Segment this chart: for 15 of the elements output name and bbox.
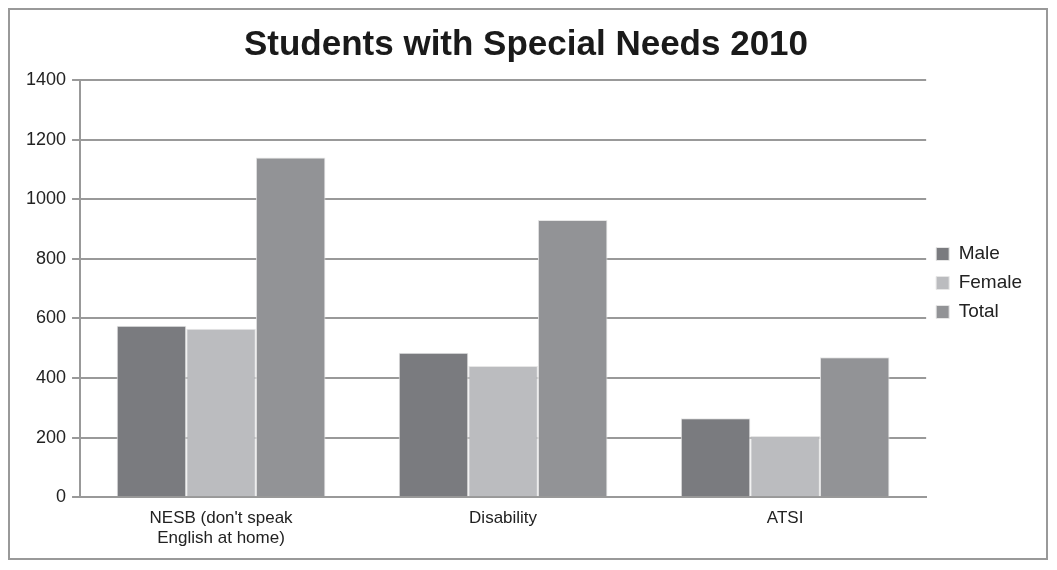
legend-label: Female (958, 271, 1022, 293)
legend-label: Total (958, 300, 999, 322)
x-tick-label: ATSI (766, 508, 804, 528)
y-tick-label: 1000 (26, 188, 67, 209)
x-tick-label: Disability (469, 508, 538, 528)
y-tick-label: 400 (36, 366, 67, 387)
y-tick-label: 1200 (26, 128, 67, 149)
x-tick-label: NESB (don't speak English at home) (149, 508, 294, 548)
legend-label: Male (958, 242, 1000, 264)
y-tick-label: 800 (36, 247, 67, 268)
y-tick-label: 1400 (26, 68, 67, 89)
y-tick-label: 200 (36, 426, 67, 447)
y-tick-label: 0 (56, 486, 67, 507)
chart-title: Students with Special Needs 2010 (243, 22, 809, 62)
y-tick-label: 600 (36, 307, 67, 328)
